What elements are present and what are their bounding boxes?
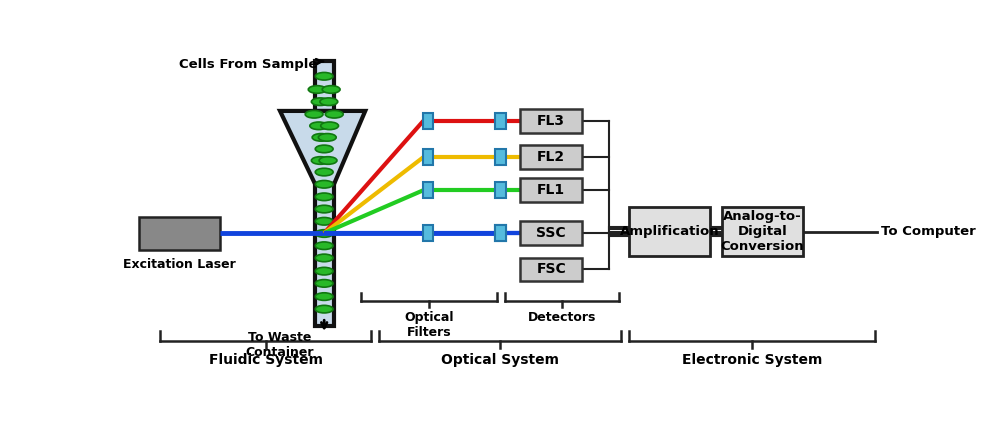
Circle shape <box>315 181 333 188</box>
Circle shape <box>315 293 333 300</box>
Text: Optical
Filters: Optical Filters <box>404 311 454 339</box>
Text: Detectors: Detectors <box>528 311 596 324</box>
FancyBboxPatch shape <box>520 257 582 281</box>
FancyBboxPatch shape <box>423 182 433 198</box>
Circle shape <box>325 110 343 118</box>
Text: To Waste
Container: To Waste Container <box>246 331 314 359</box>
Text: FL2: FL2 <box>537 150 565 164</box>
Text: FSC: FSC <box>536 263 566 277</box>
FancyBboxPatch shape <box>495 149 506 165</box>
Text: To Computer: To Computer <box>881 225 975 238</box>
FancyBboxPatch shape <box>520 221 582 245</box>
Circle shape <box>308 86 326 93</box>
Circle shape <box>315 242 333 250</box>
FancyBboxPatch shape <box>423 113 433 129</box>
Circle shape <box>315 267 333 275</box>
FancyBboxPatch shape <box>139 217 220 250</box>
Circle shape <box>315 168 333 176</box>
Circle shape <box>311 157 329 164</box>
Text: Optical System: Optical System <box>441 353 559 367</box>
Text: SSC: SSC <box>536 226 566 240</box>
Circle shape <box>315 73 333 80</box>
Text: Fluidic System: Fluidic System <box>209 353 323 367</box>
Circle shape <box>321 122 339 130</box>
FancyBboxPatch shape <box>315 184 334 326</box>
FancyBboxPatch shape <box>629 207 710 256</box>
FancyBboxPatch shape <box>520 109 582 133</box>
Text: FL3: FL3 <box>537 114 565 128</box>
FancyBboxPatch shape <box>520 178 582 202</box>
Circle shape <box>322 86 340 93</box>
FancyBboxPatch shape <box>495 182 506 198</box>
Circle shape <box>315 145 333 153</box>
Text: FL1: FL1 <box>537 183 565 197</box>
Circle shape <box>311 98 329 106</box>
FancyBboxPatch shape <box>423 149 433 165</box>
Text: Excitation Laser: Excitation Laser <box>123 258 236 271</box>
Text: Amplification: Amplification <box>620 225 719 238</box>
FancyBboxPatch shape <box>495 113 506 129</box>
FancyBboxPatch shape <box>520 145 582 169</box>
FancyBboxPatch shape <box>495 225 506 241</box>
Circle shape <box>320 98 338 106</box>
Circle shape <box>312 133 330 141</box>
FancyBboxPatch shape <box>495 225 506 241</box>
Circle shape <box>315 205 333 213</box>
Circle shape <box>315 254 333 262</box>
Circle shape <box>315 305 333 313</box>
Circle shape <box>310 122 328 130</box>
Circle shape <box>305 110 323 118</box>
Text: Cells From Sample: Cells From Sample <box>179 58 323 71</box>
Text: Analog-to-
Digital
Conversion: Analog-to- Digital Conversion <box>721 210 804 253</box>
Polygon shape <box>280 111 365 184</box>
Circle shape <box>315 193 333 201</box>
Circle shape <box>315 280 333 287</box>
Circle shape <box>315 230 333 237</box>
FancyBboxPatch shape <box>423 225 433 241</box>
Circle shape <box>318 133 336 141</box>
FancyBboxPatch shape <box>722 207 803 256</box>
Text: Electronic System: Electronic System <box>682 353 822 367</box>
Circle shape <box>315 218 333 225</box>
FancyBboxPatch shape <box>315 61 334 111</box>
Circle shape <box>319 157 337 164</box>
